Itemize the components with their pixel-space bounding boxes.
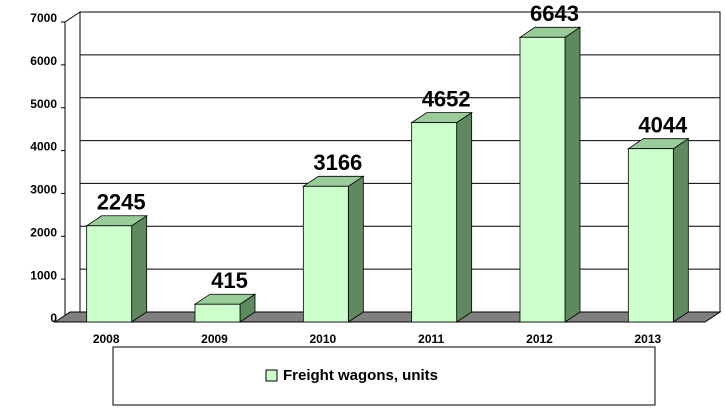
value-label: 2245 xyxy=(97,190,146,215)
x-tick-label: 2011 xyxy=(418,332,444,346)
legend-label: Freight wagons, units xyxy=(283,367,438,384)
bar xyxy=(410,111,473,323)
bar xyxy=(302,175,365,323)
bar-side xyxy=(347,175,364,323)
bar-side xyxy=(564,26,581,323)
legend-swatch xyxy=(265,369,278,382)
x-tick-label: 2009 xyxy=(201,332,228,346)
y-tick-label: 2000 xyxy=(30,225,57,239)
x-tick-label: 2013 xyxy=(634,332,661,346)
value-label: 4652 xyxy=(422,86,471,111)
y-tick-label: 4000 xyxy=(30,140,57,154)
legend-box xyxy=(112,346,656,406)
back-wall xyxy=(80,11,721,312)
y-tick-label: 0 xyxy=(50,311,57,325)
value-label: 6643 xyxy=(530,1,579,26)
bar xyxy=(627,137,690,323)
side-wall xyxy=(64,11,81,323)
bar xyxy=(85,215,148,323)
x-tick-label: 2010 xyxy=(309,332,336,346)
x-tick-label: 2012 xyxy=(526,332,553,346)
bar-front xyxy=(86,225,133,323)
bar xyxy=(518,26,582,323)
floor xyxy=(53,311,722,323)
bar-side xyxy=(456,111,473,323)
bar-side xyxy=(672,137,689,323)
y-tick-label: 5000 xyxy=(30,97,57,111)
value-label: 3166 xyxy=(313,150,362,175)
bar xyxy=(193,293,257,323)
bar-front xyxy=(302,185,349,323)
bar-front xyxy=(411,122,458,323)
bar-front xyxy=(194,303,241,323)
value-label: 415 xyxy=(211,268,248,293)
value-label: 4044 xyxy=(638,112,688,137)
bar-front xyxy=(519,36,566,323)
y-tick-label: 6000 xyxy=(30,54,57,68)
y-tick-label: 7000 xyxy=(30,11,57,25)
y-tick-label: 1000 xyxy=(30,268,57,282)
y-tick-label: 3000 xyxy=(30,183,57,197)
x-tick-label: 2008 xyxy=(93,332,120,346)
bar-side xyxy=(131,215,148,323)
bar-front xyxy=(627,148,674,323)
